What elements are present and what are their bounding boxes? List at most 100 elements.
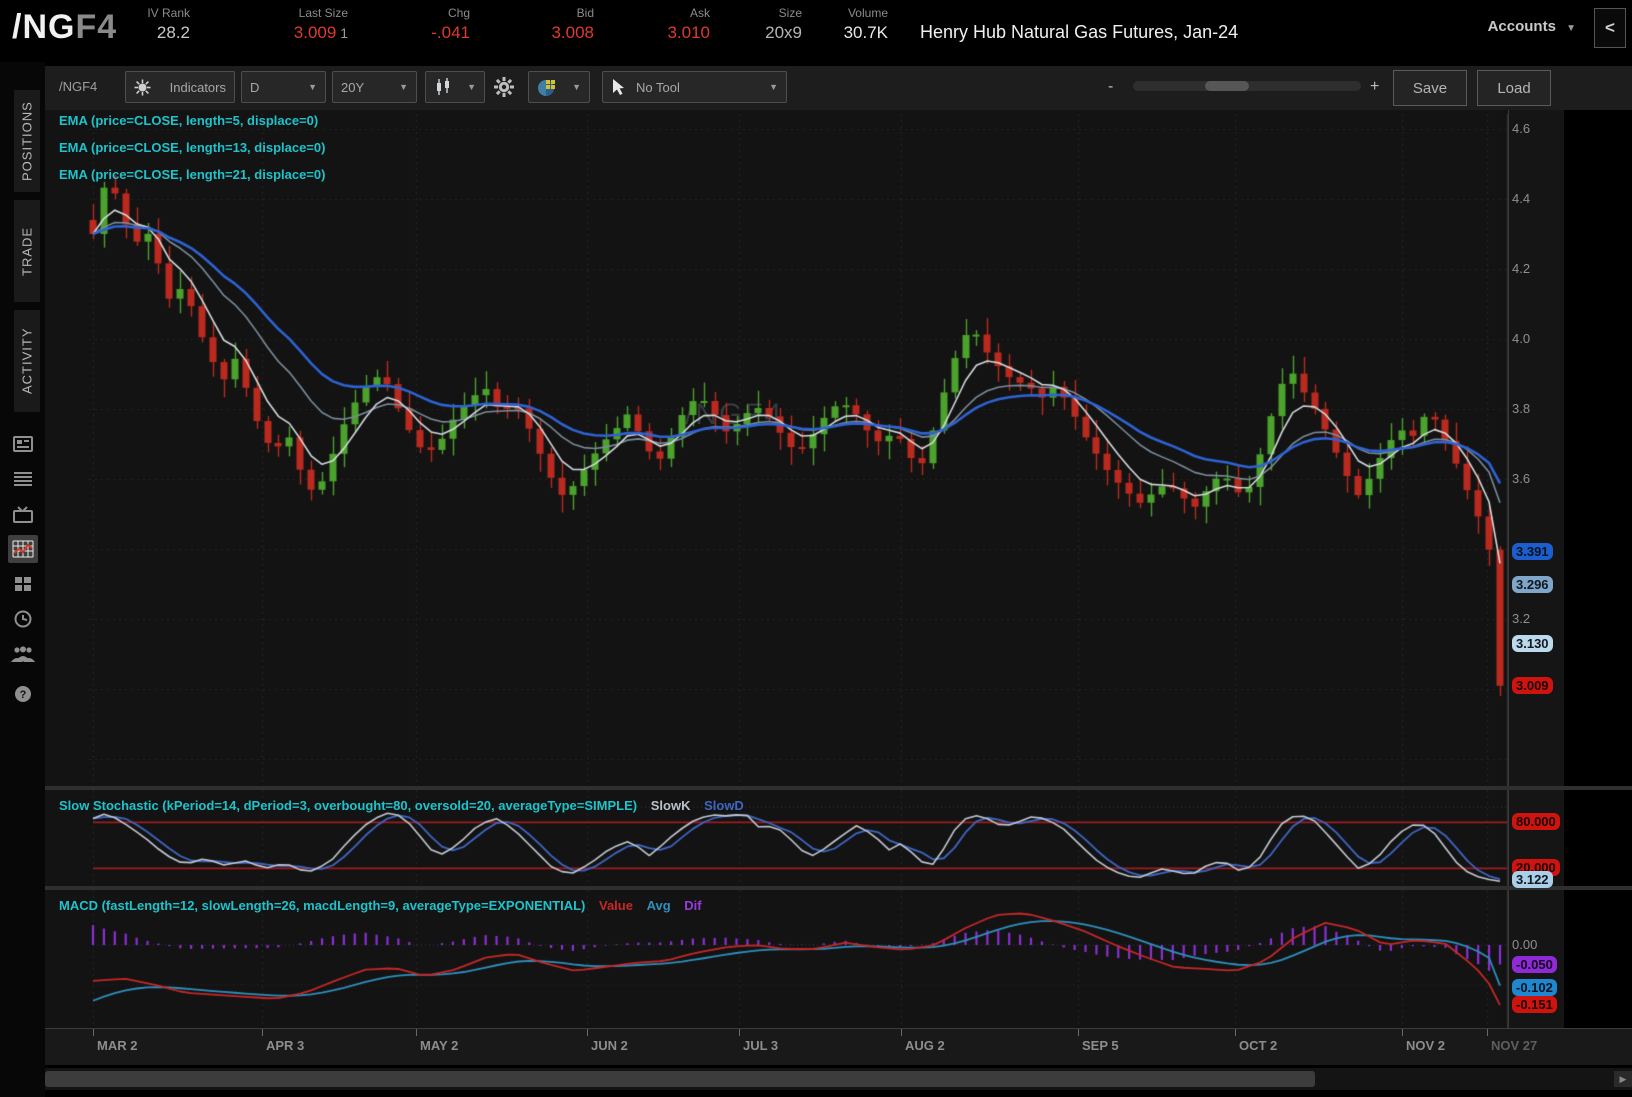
quote-field-iv-rank: IV Rank 28.2: [147, 6, 190, 42]
macd-zero-label: 0.00: [1512, 937, 1538, 952]
sidebar-tab-trade[interactable]: TRADE: [14, 200, 40, 302]
zoom-slider-thumb[interactable]: [1205, 81, 1249, 91]
chart-grid-icon[interactable]: [8, 535, 38, 563]
stochastic-badge: 80.000: [1512, 813, 1560, 830]
macd-params: MACD (fastLength=12, slowLength=26, macd…: [59, 898, 586, 913]
time-tick: [1487, 1029, 1488, 1036]
people-icon[interactable]: [8, 640, 38, 668]
symbol-month: F4: [75, 8, 118, 46]
macd-badge: -0.151: [1512, 996, 1557, 1013]
list-icon[interactable]: [8, 465, 38, 493]
ema5-label[interactable]: EMA (price=CLOSE, length=5, displace=0): [59, 113, 319, 128]
sidebar-tab-positions[interactable]: POSITIONS: [14, 90, 40, 192]
chart-type-dropdown[interactable]: ▼: [425, 71, 485, 103]
time-tick: [416, 1029, 417, 1036]
price-badge: 3.296: [1512, 576, 1553, 594]
timeframe-dropdown[interactable]: D ▼: [241, 71, 326, 103]
accounts-label: Accounts: [1487, 18, 1556, 35]
time-tick: [93, 1029, 94, 1036]
scrollbar-thumb[interactable]: [45, 1071, 1315, 1087]
tv-icon[interactable]: [8, 500, 38, 528]
accounts-menu[interactable]: Accounts ▼: [1488, 18, 1576, 35]
panel-divider[interactable]: [45, 786, 1632, 790]
panel-divider[interactable]: [45, 886, 1632, 890]
quote-field-size: Size 20x9: [765, 6, 802, 42]
price-tick-label: 4.4: [1512, 191, 1531, 206]
drawing-tool-dropdown[interactable]: No Tool ▼: [602, 71, 787, 103]
time-label: NOV 27: [1491, 1038, 1538, 1053]
macd-dif-legend: Dif: [684, 898, 702, 913]
time-label: SEP 5: [1082, 1038, 1119, 1053]
chevron-down-icon: ▼: [572, 82, 581, 92]
price-badge: 3.009: [1512, 676, 1553, 694]
time-label: MAY 2: [420, 1038, 459, 1053]
price-tick-label: 3.2: [1512, 611, 1531, 626]
indicators-button[interactable]: Indicators: [125, 71, 235, 103]
stochastic-label[interactable]: Slow Stochastic (kPeriod=14, dPeriod=3, …: [59, 798, 744, 813]
range-dropdown[interactable]: 20Y ▼: [332, 71, 417, 103]
left-sidebar: POSITIONS TRADE ACTIVITY ?: [0, 62, 45, 1097]
time-tick: [1235, 1029, 1236, 1036]
load-button[interactable]: Load: [1477, 70, 1551, 106]
price-tick-label: 3.8: [1512, 401, 1531, 416]
clock-icon[interactable]: [8, 605, 38, 633]
time-label: MAR 2: [97, 1038, 138, 1053]
candlestick-icon: [437, 78, 449, 95]
macd-badge: -0.050: [1512, 956, 1557, 973]
macd-avg-legend: Avg: [646, 898, 671, 913]
time-axis[interactable]: MAR 2 APR 3 MAY 2 JUN 2 JUL 3 AUG 2 SEP 5 OCT 2…: [45, 1028, 1632, 1065]
sidebar-tab-activity[interactable]: ACTIVITY: [14, 310, 40, 412]
macd-label[interactable]: MACD (fastLength=12, slowLength=26, macd…: [59, 898, 702, 913]
chevron-down-icon: ▼: [399, 82, 408, 92]
ema21-label[interactable]: EMA (price=CLOSE, length=21, displace=0): [59, 167, 326, 182]
gear-icon: [494, 77, 514, 97]
style-grid-icon: [538, 79, 555, 96]
time-label: JUN 2: [591, 1038, 628, 1053]
range-value: 20Y: [341, 79, 365, 95]
chart-style-dropdown[interactable]: ▼: [528, 71, 590, 103]
quote-field-ask: Ask 3.010: [667, 6, 710, 42]
scrollbar-right-arrow[interactable]: ▶: [1614, 1071, 1632, 1087]
help-icon[interactable]: ?: [8, 680, 38, 708]
chart-toolbar: /NGF4 Indicators D ▼ 20Y ▼ ▼ ▼ No Tool: [45, 66, 1632, 110]
stochastic-params: Slow Stochastic (kPeriod=14, dPeriod=3, …: [59, 798, 638, 813]
zoom-out-button[interactable]: -: [1108, 78, 1114, 95]
save-button[interactable]: Save: [1393, 70, 1467, 106]
chevron-left-icon: <: [1605, 18, 1615, 37]
symbol-root: /NG: [12, 8, 76, 46]
time-tick: [901, 1029, 902, 1036]
news-icon[interactable]: [8, 430, 38, 458]
chart-area[interactable]: /NGF4 EMA (price=CLOSE, length=5, displa…: [45, 110, 1632, 1065]
price-tick-label: 4.6: [1512, 121, 1531, 136]
time-tick: [1078, 1029, 1079, 1036]
instrument-title: Henry Hub Natural Gas Futures, Jan-24: [920, 22, 1239, 42]
quote-field-volume: Volume 30.7K: [843, 6, 888, 42]
chevron-down-icon: ▼: [1566, 23, 1576, 34]
time-tick: [1402, 1029, 1403, 1036]
indicators-label: Indicators: [169, 79, 226, 95]
chevron-down-icon: ▼: [769, 82, 778, 92]
timeframe-value: D: [250, 79, 260, 95]
grid-icon[interactable]: [8, 570, 38, 598]
time-label: AUG 2: [905, 1038, 945, 1053]
zoom-slider[interactable]: [1133, 81, 1361, 91]
zoom-in-button[interactable]: +: [1370, 78, 1380, 95]
collapse-panel-button[interactable]: <: [1594, 8, 1626, 48]
macd-value-legend: Value: [599, 898, 633, 913]
symbol: /NGF4: [12, 8, 117, 47]
time-label: APR 3: [266, 1038, 305, 1053]
chart-settings-button[interactable]: [493, 71, 515, 103]
price-tick-label: 4.0: [1512, 331, 1531, 346]
time-tick: [739, 1029, 740, 1036]
time-tick: [262, 1029, 263, 1036]
ema13-label[interactable]: EMA (price=CLOSE, length=13, displace=0): [59, 140, 326, 155]
svg-text:?: ?: [20, 689, 27, 701]
indicators-icon: [134, 79, 151, 95]
time-label: OCT 2: [1239, 1038, 1278, 1053]
slowd-legend: SlowD: [704, 798, 744, 813]
header: /NGF4 IV Rank 28.2 Last Size 3.009 1 Chg -.04…: [0, 0, 1632, 62]
price-chart-canvas[interactable]: [45, 110, 1632, 1030]
chevron-down-icon: ▼: [467, 82, 476, 92]
time-tick: [587, 1029, 588, 1036]
horizontal-scrollbar[interactable]: ▶: [45, 1068, 1632, 1090]
